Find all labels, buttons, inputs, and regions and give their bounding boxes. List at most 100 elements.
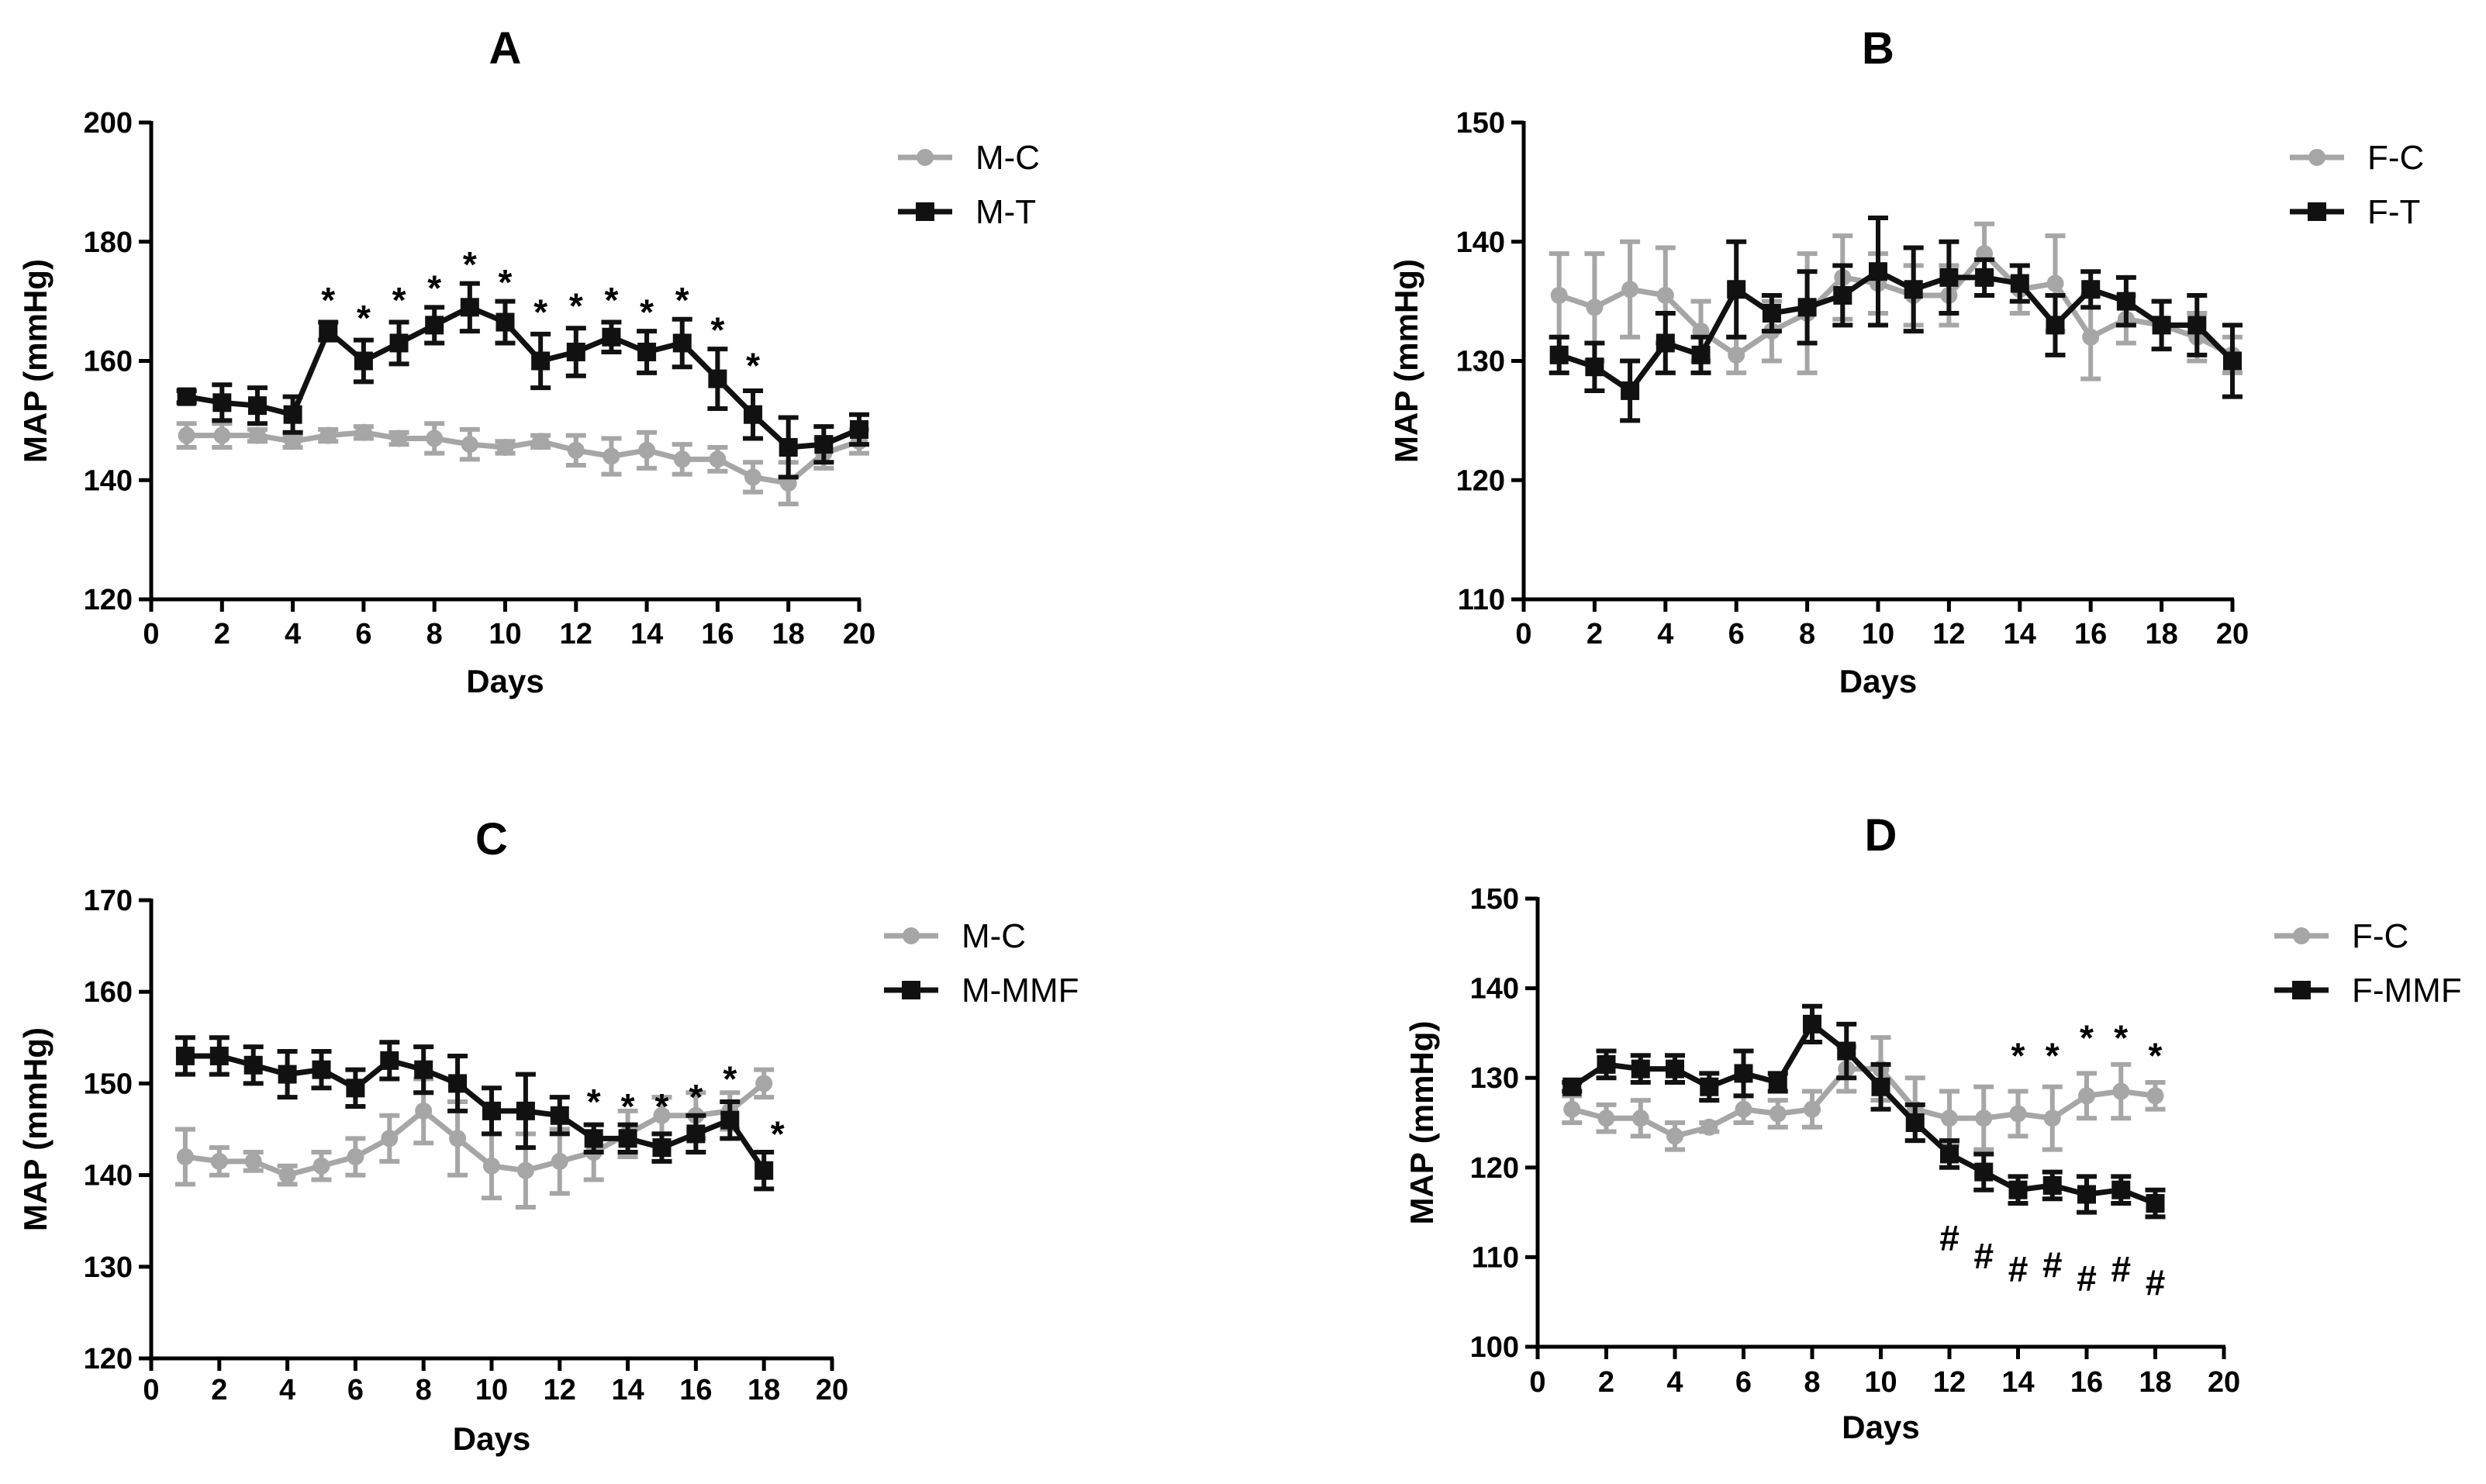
- legend-label: M-C: [962, 917, 1026, 955]
- legend-entry: M-C: [898, 139, 1040, 177]
- significance-asterisk: *: [2080, 1017, 2094, 1058]
- x-tick-label: 8: [426, 618, 443, 651]
- significance-asterisk: *: [655, 1086, 669, 1127]
- data-point: [1597, 1054, 1616, 1074]
- data-point: [1905, 1113, 1925, 1132]
- significance-asterisk: *: [604, 280, 618, 320]
- data-point: [1666, 1059, 1684, 1078]
- data-point: [2112, 1082, 2130, 1100]
- x-tick-label: 8: [1804, 1366, 1820, 1399]
- data-point: [284, 433, 302, 450]
- x-tick-label: 2: [211, 1374, 227, 1406]
- x-tick-label: 20: [2216, 618, 2249, 651]
- data-point: [2046, 316, 2065, 335]
- data-point: [1585, 357, 1604, 377]
- chart-title: A: [489, 23, 522, 74]
- y-axis-title: MAP (mmHg): [1388, 259, 1424, 463]
- data-point: [850, 419, 868, 439]
- data-point: [1700, 1118, 1718, 1136]
- data-point: [381, 1130, 399, 1148]
- data-point: [1941, 1110, 1958, 1127]
- data-point: [567, 441, 585, 459]
- x-tick-label: 6: [355, 618, 371, 651]
- series-f-t: [1549, 216, 2243, 423]
- chart-b: B 0 2 4 6 8 10 12 14 16 18 20 110 120 130 140 150 Days MAP…: [1388, 23, 2424, 699]
- x-tick-label: 12: [544, 1374, 576, 1406]
- legend-marker: [903, 927, 920, 944]
- data-point: [1550, 286, 1568, 304]
- data-point: [1735, 1100, 1752, 1118]
- data-point: [2152, 316, 2171, 335]
- panel-b: B 0 2 4 6 8 10 12 14 16 18 20 110 120 130 140 150 Days MAP…: [1243, 0, 2486, 742]
- significance-asterisk: *: [771, 1114, 785, 1154]
- x-tick-label: 18: [772, 618, 805, 651]
- data-point: [1871, 1077, 1890, 1096]
- data-point: [2043, 1110, 2061, 1127]
- x-tick-label: 16: [2070, 1366, 2103, 1399]
- legend-entry: F-MMF: [2274, 972, 2462, 1009]
- data-point: [709, 450, 727, 468]
- significance-asterisk: *: [357, 298, 371, 338]
- legend-marker: [2293, 927, 2310, 944]
- data-point: [516, 1161, 534, 1179]
- data-point: [686, 1124, 706, 1144]
- data-point: [1728, 346, 1745, 364]
- data-point: [390, 430, 408, 447]
- series-m-c: [174, 1067, 775, 1210]
- data-point: [637, 342, 657, 361]
- data-point: [779, 437, 798, 457]
- chart-title: D: [1865, 810, 1897, 861]
- data-point: [210, 1152, 228, 1170]
- data-point: [495, 312, 515, 332]
- data-point: [744, 405, 763, 424]
- significance-asterisk: *: [463, 244, 477, 285]
- y-axis-title: MAP (mmHg): [1404, 1021, 1440, 1225]
- x-tick-label: 0: [143, 1374, 159, 1406]
- data-point: [247, 396, 267, 416]
- y-tick-label: 170: [84, 885, 133, 917]
- legend-label: M-MMF: [962, 972, 1079, 1009]
- x-tick-label: 2: [1598, 1366, 1614, 1399]
- y-tick-label: 130: [84, 1251, 133, 1284]
- significance-asterisk: *: [533, 292, 547, 332]
- data-point: [2008, 1180, 2028, 1199]
- significance-asterisk: *: [392, 280, 406, 320]
- chart-d: D 0 2 4 6 8 10 12 14 16 18 20 100 110 120 130 140 150 Days…: [1404, 810, 2462, 1445]
- data-point: [176, 1148, 194, 1165]
- data-point: [673, 450, 691, 468]
- legend-label: M-C: [975, 139, 1040, 177]
- data-point: [1666, 1127, 1683, 1145]
- data-point: [319, 426, 337, 444]
- data-point: [1631, 1059, 1650, 1078]
- data-point: [2146, 1087, 2164, 1105]
- significance-hash: #: [1939, 1217, 1959, 1258]
- data-point: [483, 1157, 500, 1175]
- x-tick-label: 8: [416, 1374, 432, 1406]
- panel-c: C 0 2 4 6 8 10 12 14 16 18 20 120 130 140 150 160 170 Days…: [0, 742, 1243, 1484]
- y-tick-label: 140: [84, 464, 133, 497]
- x-tick-label: 18: [748, 1374, 780, 1406]
- data-point: [354, 423, 372, 441]
- chart-title: B: [1862, 23, 1894, 74]
- data-point: [312, 1157, 330, 1175]
- data-point: [244, 1152, 262, 1170]
- data-point: [531, 351, 551, 371]
- series-f-c: [1562, 1035, 2166, 1152]
- data-point: [1803, 1014, 1821, 1034]
- x-tick-label: 18: [2145, 618, 2177, 651]
- data-point: [2187, 316, 2207, 335]
- data-point: [602, 327, 621, 347]
- x-tick-label: 2: [214, 618, 230, 651]
- data-point: [212, 393, 232, 412]
- legend-entry: F-T: [2290, 193, 2420, 231]
- significance-asterisk: *: [723, 1059, 737, 1099]
- data-point: [1768, 1072, 1787, 1092]
- y-tick-label: 140: [84, 1160, 133, 1192]
- data-point: [566, 342, 585, 361]
- significance-hash: #: [2111, 1249, 2131, 1289]
- y-tick-label: 120: [84, 584, 133, 616]
- significance-hash: #: [1973, 1235, 1994, 1275]
- x-tick-label: 20: [816, 1374, 848, 1406]
- data-point: [414, 1060, 433, 1079]
- y-tick-label: 110: [1472, 1241, 1519, 1274]
